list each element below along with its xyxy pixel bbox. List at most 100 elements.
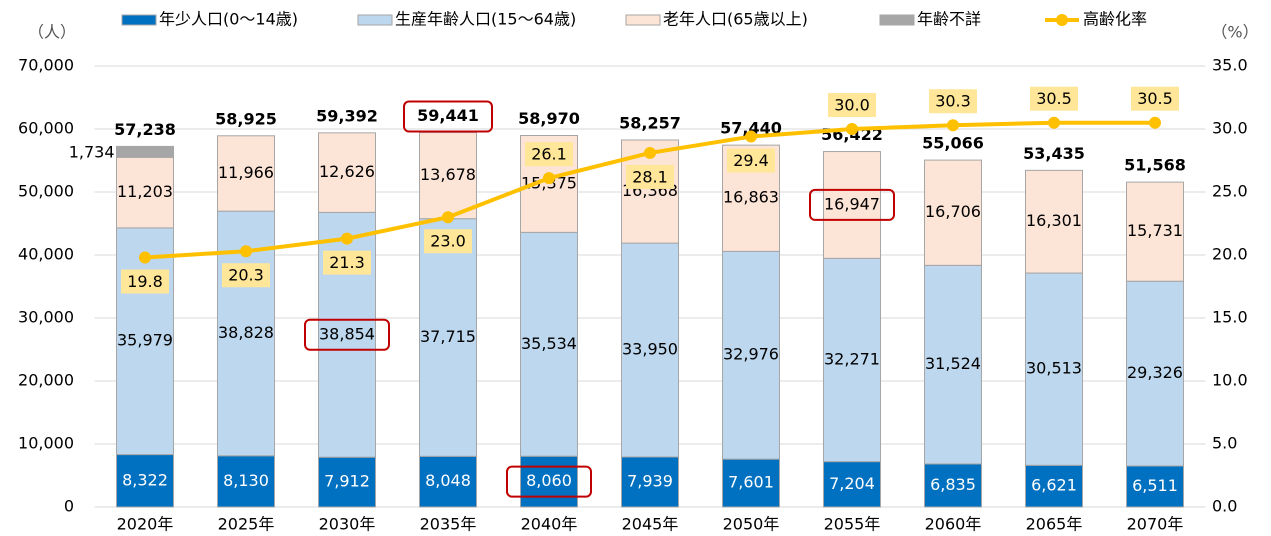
bar-value-label: 32,976 [723,345,779,364]
total-label: 51,568 [1124,156,1186,175]
legend-swatch [121,14,157,26]
total-label: 59,441 [417,106,479,125]
legend-label: 生産年齢人口(15～64歳) [395,10,576,29]
line-label-box [929,89,977,114]
bar-segment [520,455,578,508]
line-value-label: 21.3 [329,253,365,272]
x-tick-label: 2020年 [117,515,174,534]
line-value-label: 19.8 [127,272,163,291]
line-value-label: 29.4 [733,151,769,170]
bar-value-label: 11,203 [117,182,173,201]
line-label-box [828,93,876,117]
line-point [947,119,959,132]
x-tick-label: 2025年 [218,515,275,534]
y-tick-label: 10,000 [18,434,74,453]
bar-value-label: 11,966 [218,163,274,182]
bar-segment [116,156,174,229]
bar-segment [722,458,780,508]
bar-value-label: 1,734 [69,142,115,161]
bar-segment [621,456,679,508]
line-label-box [1030,86,1078,111]
legend-marker [1056,14,1068,26]
total-label: 55,066 [922,134,984,153]
bar-segment [924,159,982,266]
bar-segment [1025,272,1083,466]
bar-value-label: 15,731 [1127,221,1183,240]
total-label: 58,925 [215,109,277,128]
bar-value-label: 16,301 [1026,211,1082,230]
bar-value-label: 16,947 [824,194,880,213]
bar-value-label: 6,835 [930,475,976,494]
legend-label: 老年人口(65歳以上) [663,10,808,29]
bar-segment [924,264,982,465]
line-label-box [222,263,270,288]
bar-value-label: 6,511 [1132,476,1178,495]
bar-value-label: 6,621 [1031,476,1077,495]
y2-tick-label: 25.0 [1212,182,1248,201]
y2-tick-label: 0.0 [1212,497,1237,516]
line-label-box [1131,86,1179,111]
bar-value-label: 7,939 [627,471,673,490]
x-tick-label: 2030年 [319,515,376,534]
total-label: 58,970 [518,109,580,128]
line-point [1048,116,1060,129]
x-tick-label: 2060年 [925,515,982,534]
bar-value-label: 8,048 [425,471,471,490]
line-value-label: 26.1 [531,145,567,164]
bar-value-label: 32,271 [824,349,880,368]
bar-segment [823,461,881,508]
x-tick-label: 2040年 [521,515,578,534]
bar-value-label: 12,626 [319,162,375,181]
y-tick-label: 70,000 [18,56,74,75]
y-tick-label: 60,000 [18,119,74,138]
total-label: 53,435 [1023,144,1085,163]
line-point [1149,116,1161,129]
legend-swatch [357,14,393,26]
bar-value-label: 8,322 [122,470,168,489]
y-unit-label: （人） [28,23,76,42]
legend-swatch [625,14,661,26]
y2-unit-label: （%） [1211,23,1258,42]
line-value-label: 30.5 [1137,89,1173,108]
bar-value-label: 37,715 [420,327,476,346]
line-point [644,146,656,159]
y-tick-label: 40,000 [18,245,74,264]
line-point [341,232,353,245]
bar-segment [116,227,174,456]
line-point [139,251,151,264]
bar-value-label: 38,828 [218,323,274,342]
legend-label: 年少人口(0～14歳) [159,10,298,29]
line-point [846,123,858,135]
total-label: 59,392 [316,106,378,125]
bar-segment [419,218,477,457]
bar-value-label: 31,524 [925,354,981,373]
y2-tick-label: 15.0 [1212,308,1248,327]
legend-label: 年齢不詳 [917,10,981,29]
line-label-box [626,164,674,189]
total-label: 57,440 [720,119,782,138]
bar-segment [520,231,578,457]
x-tick-label: 2065年 [1026,515,1083,534]
line-label-box [323,250,371,275]
bar-value-label: 16,706 [925,202,981,221]
bar-value-label: 35,534 [521,334,577,353]
line-point [442,211,454,224]
line-value-label: 23.0 [430,232,466,251]
x-tick-label: 2050年 [723,515,780,534]
line-label-box [525,142,573,167]
bar-segment [1126,465,1184,508]
x-tick-label: 2045年 [622,515,679,534]
bar-segment [116,145,174,158]
y-tick-label: 0 [64,497,74,516]
highlight-box [403,100,493,133]
bar-value-label: 8,060 [526,471,572,490]
bar-value-label: 7,912 [324,472,370,491]
highlight-box [809,188,895,221]
bar-segment [621,242,679,458]
line-value-label: 20.3 [228,266,264,285]
bar-segment [924,463,982,508]
line-point [240,245,252,258]
line-label-box [424,229,472,254]
y2-tick-label: 20.0 [1212,245,1248,264]
total-label: 58,257 [619,113,681,132]
